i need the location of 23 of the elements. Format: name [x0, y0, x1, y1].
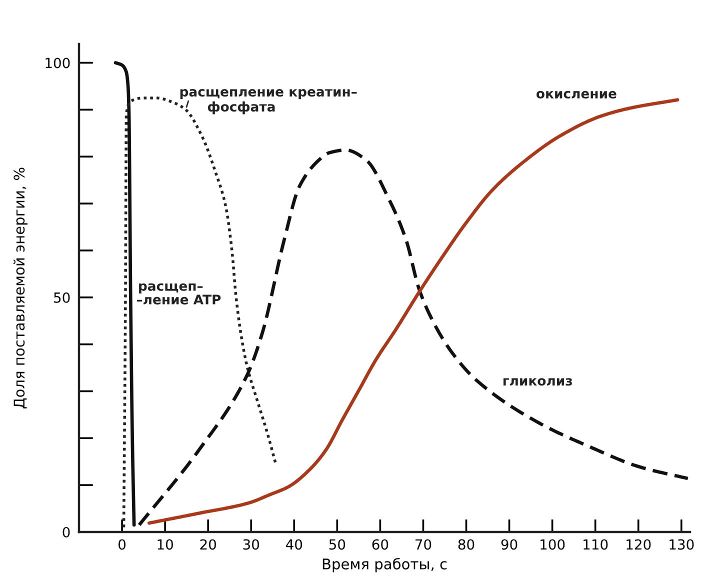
y-tick-label: 0	[62, 526, 70, 538]
y-tick-label: 100	[46, 58, 70, 68]
x-tick-label: 30	[243, 539, 260, 550]
x-tick-label: 70	[416, 539, 432, 550]
x-tick-label: 10	[158, 539, 173, 550]
x-tick-label: 80	[458, 539, 474, 550]
series-label: гликолиз	[504, 378, 572, 386]
y-tick-label: 50	[54, 292, 70, 303]
x-tick-label: 130	[670, 539, 694, 550]
series-label: окисление	[536, 90, 616, 99]
x-tick-label: 120	[626, 539, 651, 550]
x-tick-label: 90	[501, 539, 518, 550]
series-label: расщепление креатин– фосфата	[180, 89, 357, 114]
x-tick-label: 0	[118, 539, 126, 550]
x-tick-label: 20	[200, 539, 216, 550]
x-axis-title: Время работы, с	[322, 558, 447, 572]
x-tick-label: 40	[286, 539, 302, 550]
x-tick-label: 60	[372, 539, 388, 550]
x-tick-label: 100	[540, 539, 565, 550]
x-tick-label: 110	[584, 539, 608, 550]
series-label: расщеп– –ление ATP	[136, 283, 221, 304]
y-axis-title: Доля поставляемой энергии, %	[13, 168, 28, 408]
x-tick-label: 50	[329, 539, 346, 550]
